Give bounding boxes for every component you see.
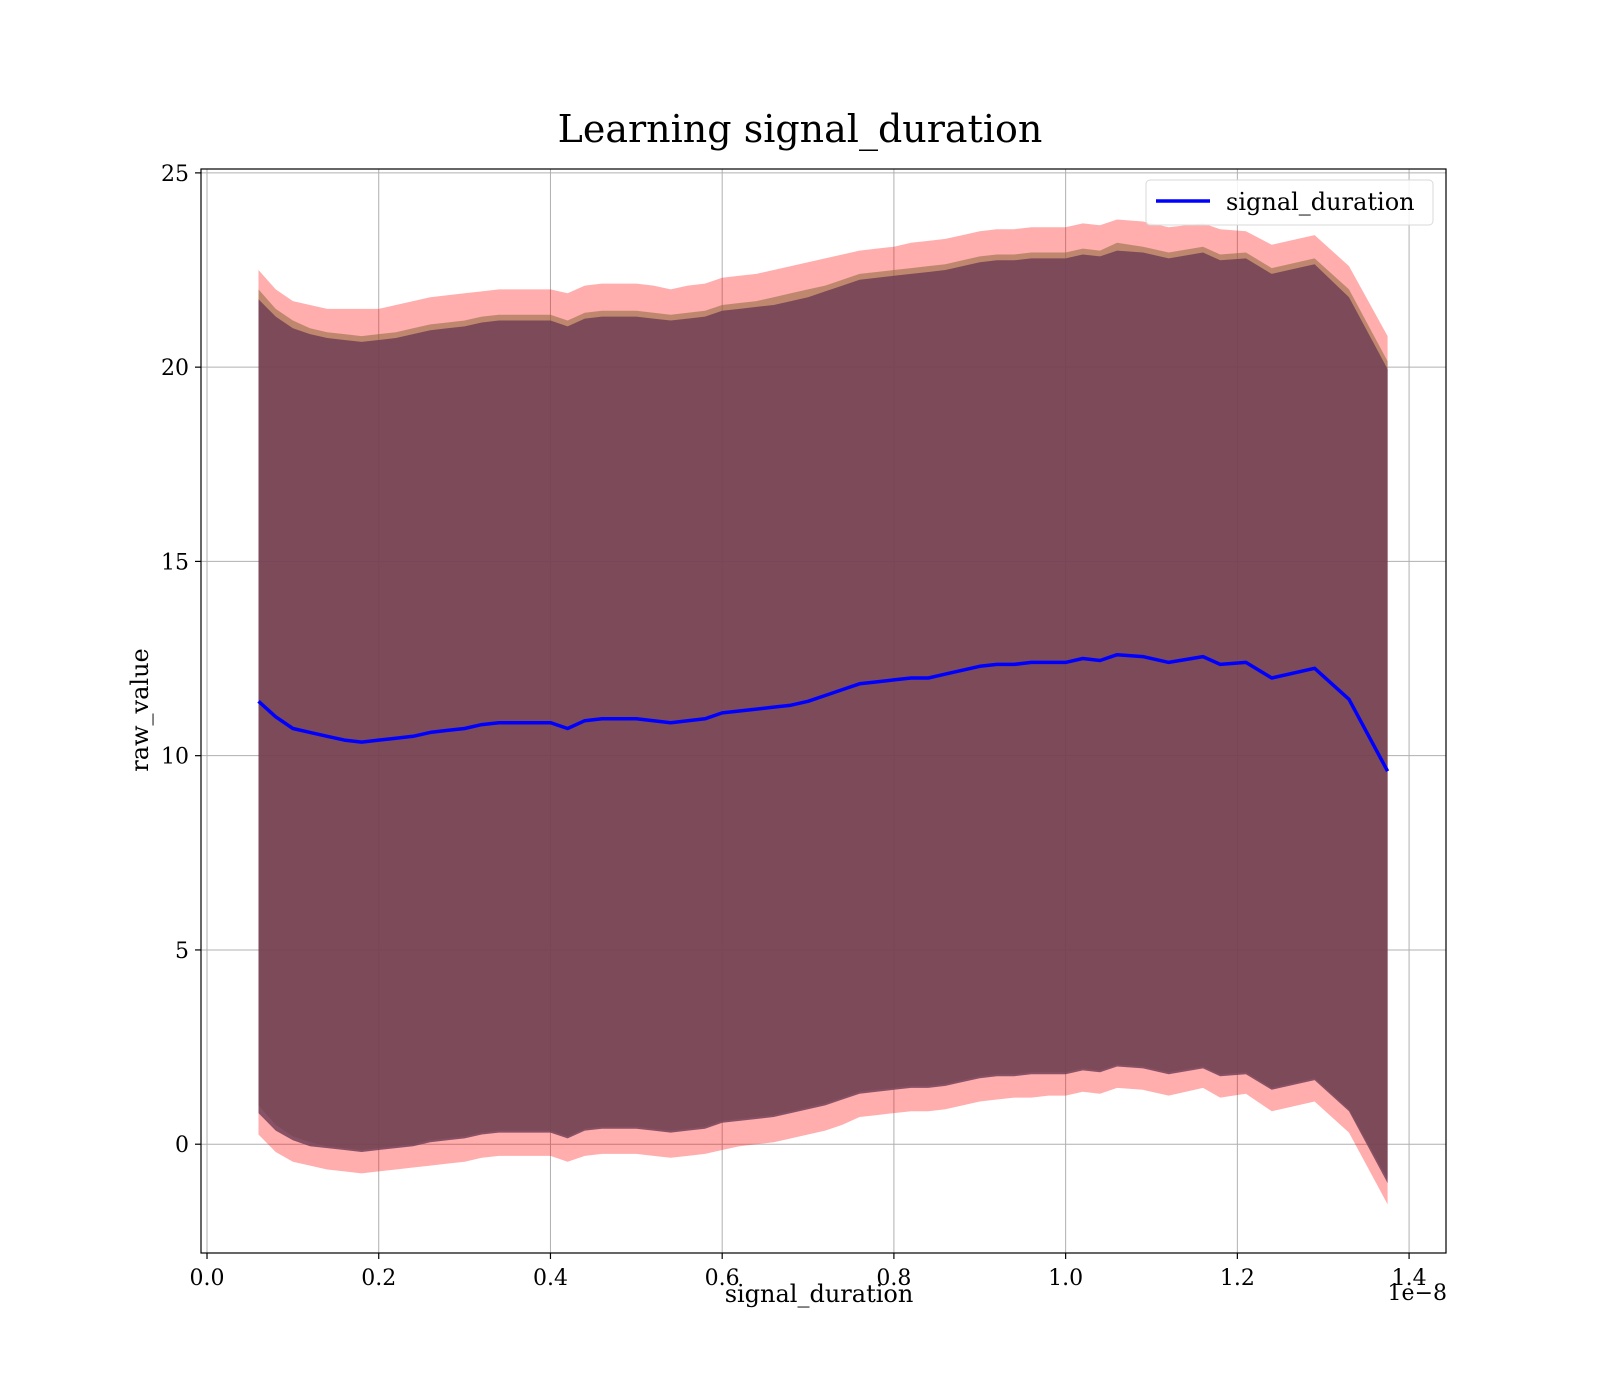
y-tick-label: 0 (175, 1133, 189, 1158)
x-tick-label: 0.8 (876, 1266, 911, 1291)
y-tick-label: 15 (161, 550, 189, 575)
x-tick-label: 0.2 (361, 1266, 396, 1291)
chart-title: Learning signal_duration (558, 107, 1043, 152)
x-axis-label: signal_duration (725, 1280, 914, 1308)
legend-box (1145, 179, 1434, 226)
x-tick-label: 1.0 (1048, 1266, 1083, 1291)
y-tick-label: 5 (175, 939, 189, 964)
x-axis: 0.0 0.2 0.4 0.6 0.8 1.0 1.2 1.4 (190, 1253, 1427, 1291)
plot-frame (200, 168, 1447, 1254)
y-axis-label: raw_value (126, 648, 154, 772)
y-tick-label: 25 (161, 162, 189, 187)
confidence-band-3 (258, 250, 1388, 1184)
y-axis: 0 5 10 15 20 25 (161, 162, 201, 1158)
y-tick-label: 10 (161, 745, 189, 770)
series-line-signal_duration (257, 652, 1390, 773)
x-tick-label: 0.6 (705, 1266, 740, 1291)
x-tick-label: 0.4 (533, 1266, 568, 1291)
y-tick-label: 20 (161, 356, 189, 381)
legend-label: signal_duration (1226, 188, 1415, 216)
series-lines (257, 652, 1390, 773)
x-tick-label: 1.4 (1392, 1266, 1427, 1291)
confidence-bands (258, 219, 1388, 1205)
x-axis-offset-label: 1e−8 (1388, 1281, 1447, 1306)
x-tick-label: 0.0 (190, 1266, 225, 1291)
plot-area (200, 168, 1447, 1254)
x-tick-label: 1.2 (1220, 1266, 1255, 1291)
legend: signal_duration (1145, 179, 1434, 226)
